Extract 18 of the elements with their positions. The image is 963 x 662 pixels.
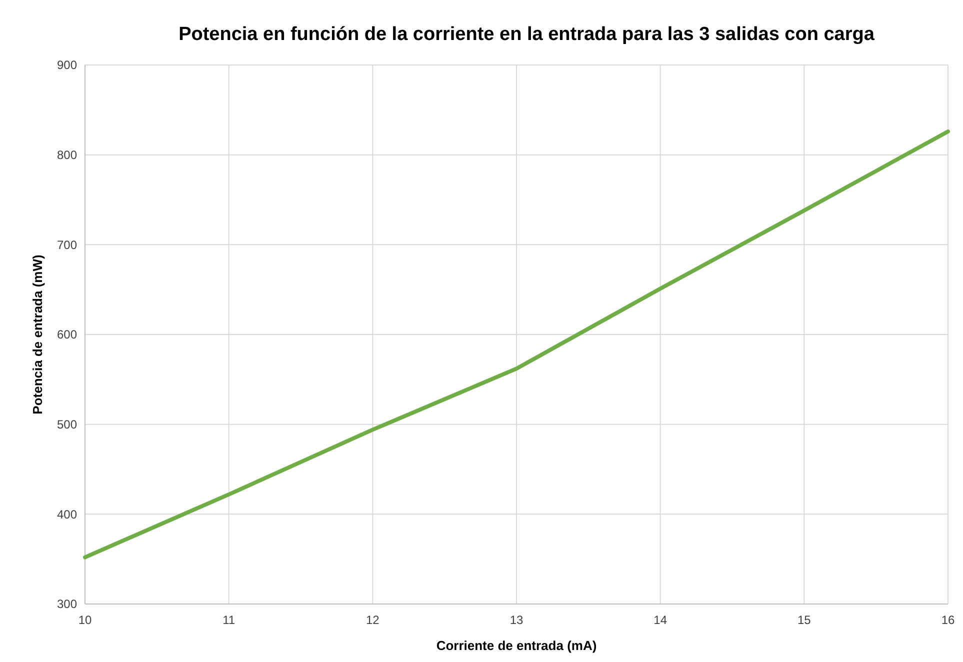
y-tick-label: 500 — [56, 418, 78, 432]
x-tick-label: 13 — [510, 613, 524, 627]
x-tick-label: 12 — [366, 613, 380, 627]
x-tick-label: 15 — [797, 613, 812, 627]
chart-title: Potencia en función de la corriente en la entrada para las 3 salidas con carga — [178, 24, 875, 45]
x-tick-label: 14 — [654, 613, 668, 627]
x-tick-label: 10 — [78, 613, 92, 627]
y-tick-label: 600 — [56, 328, 78, 342]
x-axis-title: Corriente de entrada (mA) — [436, 638, 597, 653]
y-tick-label: 800 — [56, 148, 78, 162]
x-tick-label: 16 — [941, 613, 955, 627]
y-tick-label: 700 — [56, 238, 78, 252]
y-tick-label: 300 — [56, 597, 78, 612]
x-tick-label: 11 — [222, 613, 236, 627]
y-axis-title: Potencia de entrada (mW) — [30, 254, 45, 414]
y-tick-label: 400 — [56, 507, 78, 522]
y-tick-label: 900 — [56, 58, 78, 72]
line-series — [83, 129, 950, 560]
